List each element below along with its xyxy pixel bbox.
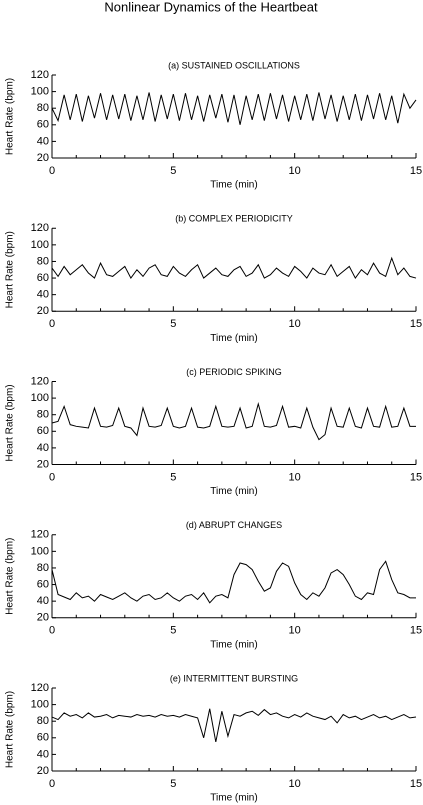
y-tick-label: 60 [37, 272, 49, 284]
y-tick-label: 60 [37, 578, 49, 590]
x-tick-label: 5 [170, 778, 176, 790]
chart-title: (b) COMPLEX PERIODICITY [175, 214, 293, 224]
line [51, 401, 416, 441]
y-tick-label: 100 [31, 392, 49, 404]
y-tick-label: 20 [37, 458, 49, 470]
x-tick-label: 15 [410, 165, 422, 177]
x-tick-label: 5 [170, 471, 176, 483]
line [51, 560, 416, 604]
y-tick-label: 120 [31, 69, 49, 81]
x-tick-label: 0 [49, 165, 55, 177]
y-tick-label: 80 [37, 562, 49, 574]
y-tick-label: 40 [37, 748, 49, 760]
y-tick-label: 20 [37, 765, 49, 777]
y-tick-label: 60 [37, 732, 49, 744]
y-tick-label: 60 [37, 425, 49, 437]
y-tick-label: 120 [31, 222, 49, 234]
y-tick-label: 120 [31, 529, 49, 541]
line [51, 708, 417, 743]
x-tick-label: 15 [410, 471, 422, 483]
y-tick-label: 100 [31, 239, 49, 251]
x-tick-label: 15 [410, 318, 422, 330]
chart-title: (a) SUSTAINED OSCILLATIONS [168, 60, 300, 70]
x-tick-label: 0 [49, 625, 55, 637]
y-tick-label: 80 [37, 409, 49, 421]
y-tick-label: 20 [37, 152, 49, 164]
x-tick-label: 5 [170, 625, 176, 637]
y-axis-label: Heart Rate (bpm) [5, 538, 16, 615]
line [51, 256, 417, 279]
x-axis-label: Time (min) [210, 486, 257, 497]
y-tick-label: 100 [31, 545, 49, 557]
x-axis-label: Time (min) [210, 333, 257, 344]
y-axis-label: Heart Rate (bpm) [5, 691, 16, 768]
y-tick-label: 100 [31, 86, 49, 98]
y-tick-label: 40 [37, 595, 49, 607]
x-axis-label: Time (min) [210, 180, 257, 191]
y-tick-label: 120 [31, 375, 49, 387]
x-tick-label: 10 [289, 778, 301, 790]
x-tick-label: 5 [170, 318, 176, 330]
y-tick-label: 120 [31, 682, 49, 694]
y-tick-label: 40 [37, 442, 49, 454]
y-tick-label: 20 [37, 612, 49, 624]
chart-title: (d) ABRUPT CHANGES [186, 520, 282, 530]
chart-title: (e) INTERMITTENT BURSTING [170, 673, 298, 683]
x-tick-label: 15 [410, 625, 422, 637]
x-tick-label: 0 [49, 471, 55, 483]
x-tick-label: 0 [49, 778, 55, 790]
x-tick-label: 15 [410, 778, 422, 790]
y-tick-label: 40 [37, 135, 49, 147]
y-tick-label: 80 [37, 715, 49, 727]
chart-title: (c) PERIODIC SPIKING [186, 367, 282, 377]
y-tick-label: 80 [37, 255, 49, 267]
y-tick-label: 20 [37, 305, 49, 317]
figure-title: Nonlinear Dynamics of the Heartbeat [104, 0, 318, 14]
y-tick-label: 60 [37, 119, 49, 131]
y-tick-label: 80 [37, 102, 49, 114]
y-axis-label: Heart Rate (bpm) [5, 231, 16, 308]
x-tick-label: 0 [49, 318, 55, 330]
y-axis-label: Heart Rate (bpm) [5, 78, 16, 155]
y-tick-label: 100 [31, 699, 49, 711]
x-tick-label: 10 [289, 318, 301, 330]
x-tick-label: 10 [289, 471, 301, 483]
x-tick-label: 10 [289, 625, 301, 637]
y-tick-label: 40 [37, 289, 49, 301]
x-tick-label: 5 [170, 165, 176, 177]
line [51, 92, 417, 125]
x-axis-label: Time (min) [210, 639, 257, 650]
x-axis-label: Time (min) [210, 793, 257, 804]
y-axis-label: Heart Rate (bpm) [5, 384, 16, 461]
x-tick-label: 10 [289, 165, 301, 177]
